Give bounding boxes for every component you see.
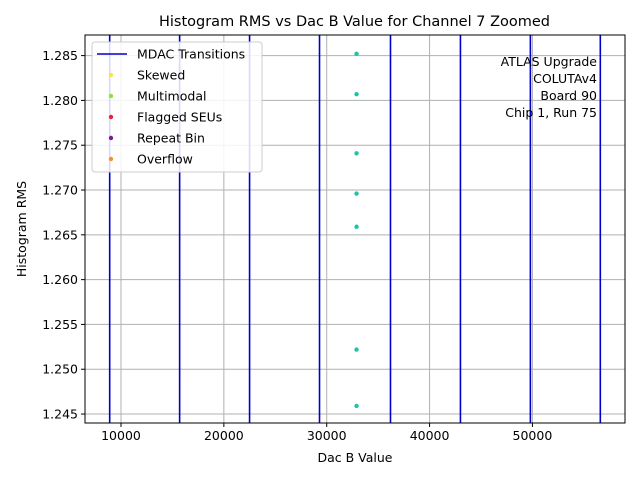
y-tick-label: 1.270 bbox=[42, 183, 78, 198]
legend-dot-marker bbox=[108, 156, 114, 162]
y-axis-label: Histogram RMS bbox=[14, 181, 29, 277]
data-point bbox=[354, 191, 359, 196]
x-axis-ticks: 10000 20000 30000 40000 50000 bbox=[101, 423, 552, 443]
y-tick-label: 1.275 bbox=[42, 138, 78, 153]
legend-label: Overflow bbox=[137, 152, 193, 167]
data-points bbox=[354, 51, 359, 409]
x-tick-label: 30000 bbox=[307, 428, 347, 443]
legend-dot-marker bbox=[108, 93, 114, 99]
data-point bbox=[354, 91, 359, 97]
y-tick-label: 1.280 bbox=[42, 93, 78, 108]
data-point bbox=[354, 347, 359, 352]
legend-dot-marker bbox=[108, 72, 114, 78]
x-axis-label: Dac B Value bbox=[317, 450, 392, 465]
annotation-line: COLUTAv4 bbox=[533, 71, 597, 86]
chart-title: Histogram RMS vs Dac B Value for Channel… bbox=[159, 14, 550, 30]
x-tick-label: 20000 bbox=[204, 428, 244, 443]
y-tick-label: 1.285 bbox=[42, 48, 78, 63]
y-axis-ticks: 1.245 1.250 1.255 1.260 1.265 1.270 1.275 1.280… bbox=[42, 48, 85, 422]
annotation-line: Board 90 bbox=[540, 88, 597, 103]
legend-box bbox=[91, 41, 263, 173]
legend-label: MDAC Transitions bbox=[137, 47, 245, 62]
y-tick-label: 1.250 bbox=[42, 362, 78, 377]
x-tick-label: 50000 bbox=[513, 428, 553, 443]
legend-label: Repeat Bin bbox=[137, 131, 205, 146]
y-tick-label: 1.245 bbox=[42, 407, 78, 422]
plot-frame bbox=[84, 34, 626, 424]
data-point bbox=[354, 151, 359, 156]
data-point bbox=[354, 403, 359, 409]
data-point bbox=[354, 224, 359, 229]
y-tick-label: 1.255 bbox=[42, 317, 78, 332]
legend: MDAC Transitions Skewed Multimodal Flagged … bbox=[91, 41, 263, 173]
data-point bbox=[354, 51, 359, 57]
legend-dot-marker bbox=[108, 114, 114, 120]
annotation-line: Chip 1, Run 75 bbox=[505, 105, 597, 120]
legend-dot-marker bbox=[108, 135, 114, 141]
legend-label: Skewed bbox=[137, 68, 185, 83]
y-tick-label: 1.265 bbox=[42, 227, 78, 242]
annotation-line: ATLAS Upgrade bbox=[501, 54, 598, 69]
annotation: ATLAS Upgrade COLUTAv4 Board 90 Chip 1, Run… bbox=[501, 54, 598, 120]
legend-label: Flagged SEUs bbox=[137, 110, 222, 125]
x-tick-label: 40000 bbox=[410, 428, 450, 443]
x-tick-label: 10000 bbox=[101, 428, 141, 443]
y-tick-label: 1.260 bbox=[42, 272, 78, 287]
legend-label: Multimodal bbox=[137, 89, 206, 104]
